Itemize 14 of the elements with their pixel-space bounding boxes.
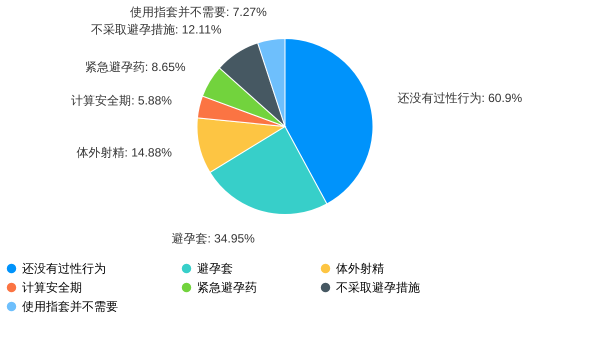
legend-label: 避孕套 <box>197 262 233 276</box>
data-label: 紧急避孕药: 8.65% <box>84 60 186 74</box>
data-label: 体外射精: 14.88% <box>76 145 172 160</box>
data-label: 计算安全期: 5.88% <box>71 94 172 108</box>
data-label: 不采取避孕措施: 12.11% <box>91 22 222 36</box>
data-label: 使用指套并不需要: 7.27% <box>130 4 268 19</box>
legend-label: 体外射精 <box>336 262 384 276</box>
legend-label: 使用指套并不需要 <box>22 300 118 314</box>
legend-label: 紧急避孕药 <box>197 280 257 294</box>
legend-label: 计算安全期 <box>22 280 82 294</box>
legend-label: 不采取避孕措施 <box>336 280 420 294</box>
data-label: 还没有过性行为: 60.9% <box>397 91 522 106</box>
legend-label: 还没有过性行为 <box>22 262 106 276</box>
data-label: 避孕套: 34.95% <box>171 232 256 246</box>
